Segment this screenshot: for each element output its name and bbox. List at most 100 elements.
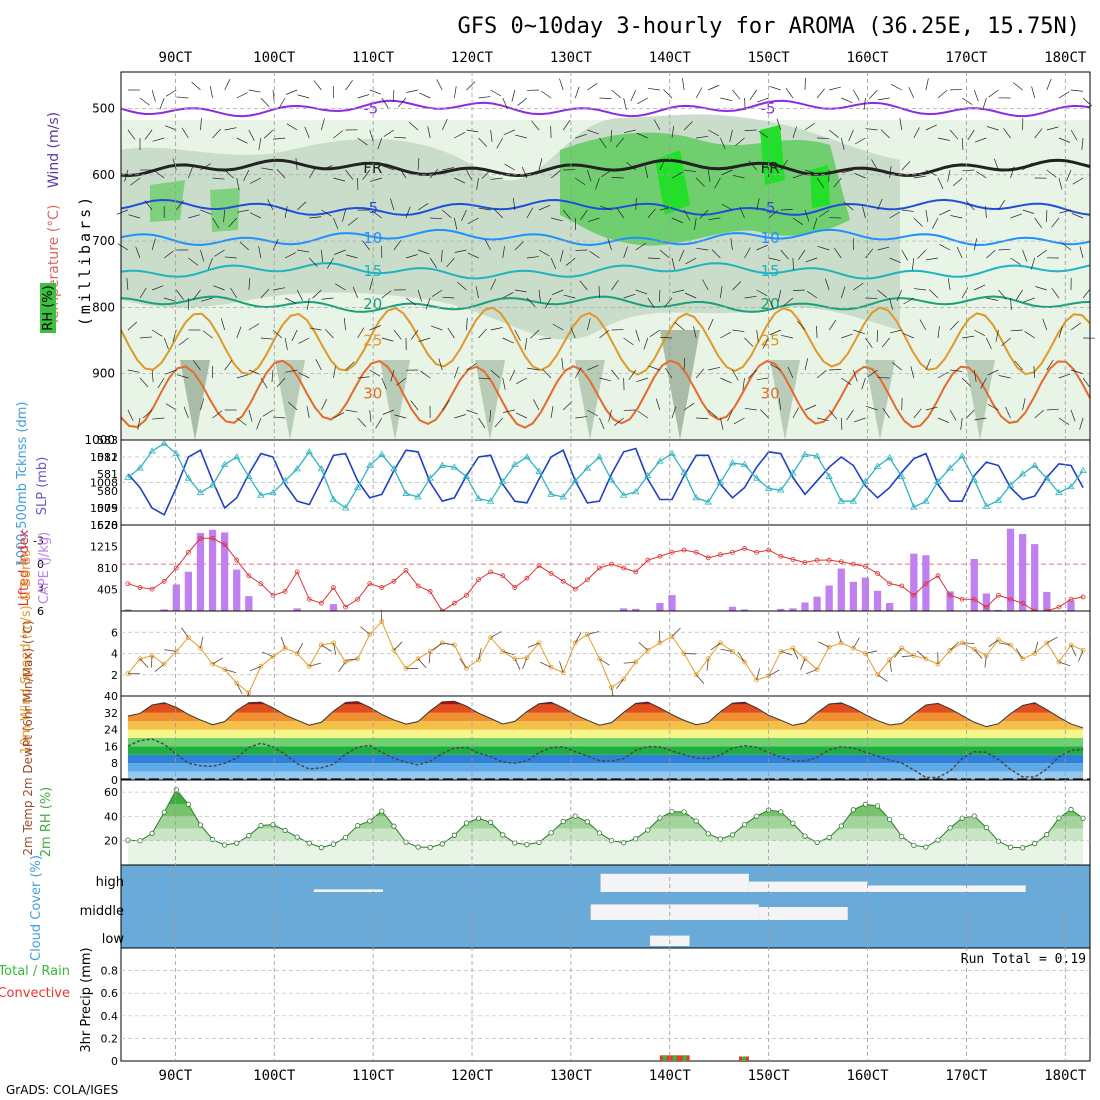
wind-barb — [623, 97, 627, 110]
wind-barb — [127, 129, 136, 140]
wind-barb — [272, 287, 285, 291]
li-point — [1020, 600, 1026, 606]
li-point — [911, 592, 917, 598]
wind-barb — [248, 89, 261, 93]
li-point — [536, 563, 542, 569]
wind-barb — [357, 94, 370, 99]
rh2m-point — [355, 823, 361, 829]
wind10-point — [754, 677, 760, 683]
wind-barb — [708, 366, 721, 371]
wind-barb — [243, 169, 250, 181]
wind-barb — [447, 327, 455, 339]
wind10-barb — [540, 661, 552, 668]
rh2m-point — [173, 787, 179, 793]
wind-barb — [236, 177, 240, 190]
time-tick-top: 90CT — [159, 50, 193, 66]
wind10-barb — [502, 650, 515, 656]
wind-barb — [828, 409, 838, 420]
wind-barb — [877, 97, 890, 101]
slp-point — [825, 472, 833, 479]
wind-barb — [635, 289, 648, 295]
wind-barb — [248, 369, 261, 375]
wind-barb — [212, 128, 221, 139]
wind-barb — [377, 137, 383, 150]
wind-barb — [756, 244, 768, 251]
wind-barb — [321, 249, 323, 262]
wind10-point — [971, 646, 977, 652]
precip-tick: 0.8 — [101, 965, 119, 978]
wind-barb — [345, 254, 358, 259]
wind-barb — [128, 214, 141, 219]
wind-barb — [865, 337, 873, 349]
wind-barb — [442, 167, 455, 171]
slp-point — [329, 495, 338, 502]
wind-barb — [396, 377, 407, 386]
rh2m-tick: 20 — [104, 835, 118, 848]
wind-barb — [853, 417, 866, 423]
wind10-point — [1056, 659, 1062, 665]
rh2m-point — [584, 819, 590, 825]
slp-point — [172, 449, 180, 456]
wind-barb — [442, 296, 455, 299]
rh2m-point — [524, 841, 530, 848]
wind-barb — [345, 361, 355, 371]
wind-barb — [877, 289, 888, 298]
wind-barb — [410, 400, 419, 411]
slp-point — [837, 497, 845, 504]
wind-barb — [816, 88, 825, 99]
cape-bar — [825, 585, 833, 611]
wind10-point — [524, 655, 530, 661]
wind10-barb — [916, 650, 927, 660]
wind-barb — [531, 120, 540, 131]
wind-barb — [496, 137, 504, 149]
wind-barb — [889, 257, 901, 264]
wind10-point — [1044, 640, 1050, 646]
wind-barb — [309, 216, 322, 219]
wind-barb — [152, 417, 165, 420]
isotherm-label: -5 — [363, 99, 378, 117]
wind-barb — [659, 158, 666, 171]
slp-point — [801, 450, 809, 457]
wind-barb — [164, 125, 177, 131]
wind-barb — [188, 257, 199, 266]
rh2m-point — [1020, 845, 1026, 851]
slp-point — [462, 472, 471, 479]
isotherm-10 — [120, 228, 1091, 247]
wind-barb — [866, 405, 878, 411]
wind-barb — [913, 408, 922, 419]
wind-barb — [671, 217, 684, 224]
wind-barb — [1010, 329, 1023, 332]
wind-barb — [647, 257, 660, 259]
wind10-barb — [805, 669, 818, 675]
rh2m-point — [391, 823, 397, 829]
wind-barb — [708, 409, 718, 418]
wind-barb — [986, 126, 999, 131]
wind10-tick: 4 — [111, 648, 118, 661]
wind-barb — [333, 177, 346, 182]
wind-barb — [707, 169, 711, 182]
wind-barb — [1023, 297, 1035, 303]
wind-barb — [925, 124, 937, 131]
wind10-barb — [894, 647, 903, 658]
rh2m-point — [705, 831, 711, 837]
wind-barb — [288, 401, 298, 411]
wind-barb — [362, 169, 371, 180]
cloud-level-low: low — [102, 932, 125, 947]
wind-barb — [881, 337, 890, 348]
wind-barb — [542, 369, 552, 379]
wind10-point — [415, 656, 421, 662]
wind10-barb — [706, 658, 709, 671]
wind-barb — [674, 322, 685, 331]
wind-barb — [1022, 398, 1026, 411]
wind-barb — [841, 97, 853, 104]
wind-barb — [1034, 409, 1045, 419]
wind-barb — [901, 249, 909, 261]
precip-bar-total — [672, 1055, 677, 1061]
wind-barb — [297, 249, 310, 253]
wind-barb — [805, 257, 818, 263]
wind-barb — [889, 211, 901, 219]
cloud-level-middle: middle — [80, 904, 124, 919]
wind10-barb — [212, 657, 224, 665]
precip-bar-total — [741, 1056, 746, 1061]
wind-barb — [623, 246, 628, 259]
